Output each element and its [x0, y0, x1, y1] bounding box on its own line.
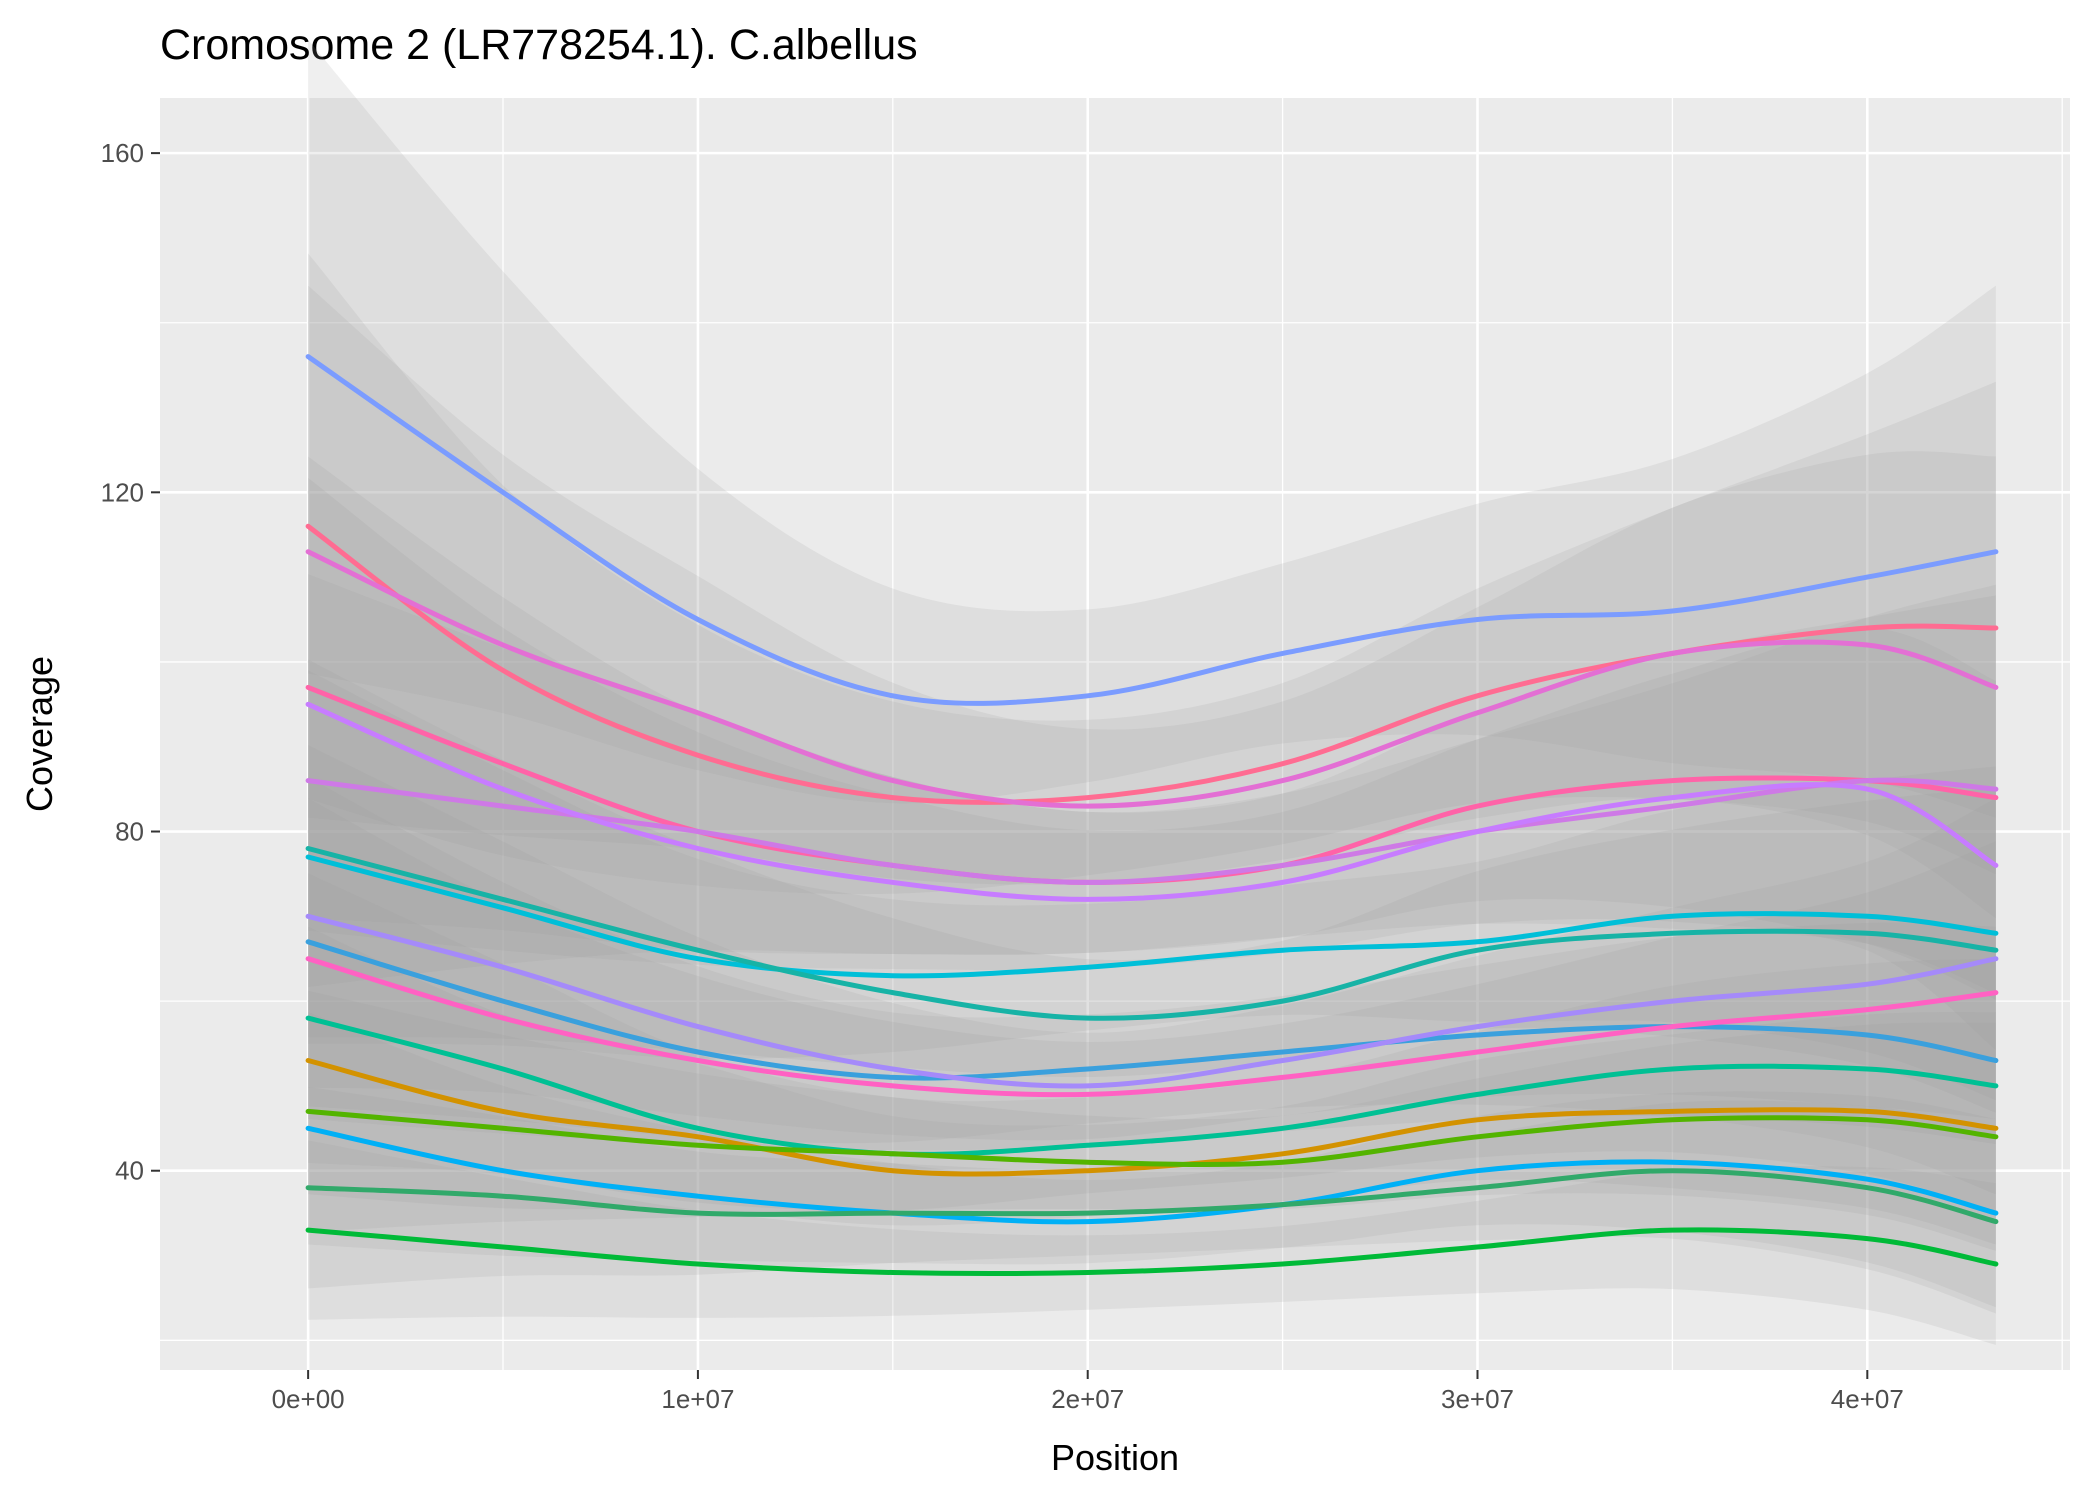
series-line: [305, 1015, 1999, 1157]
chart-title: Cromosome 2 (LR778254.1). C.albellus: [160, 21, 918, 69]
confidence-band: [308, 659, 1996, 1113]
confidence-band: [308, 574, 1996, 994]
major-gridlines: [160, 98, 2070, 1370]
confidence-band: [308, 253, 1996, 895]
confidence-band: [308, 1086, 1996, 1314]
y-tick-label: 160: [101, 138, 144, 168]
confidence-band: [308, 745, 1996, 1141]
series-line: [305, 1058, 1999, 1177]
x-tick-label: 3e+07: [1441, 1384, 1514, 1414]
confidence-band: [308, 990, 1996, 1251]
y-tick-label: 80: [115, 817, 144, 847]
plot-panel: [160, 98, 2070, 1370]
confidence-band: [308, 798, 1996, 1151]
series-line: [305, 354, 1999, 706]
series-line: [305, 913, 1999, 1089]
y-tick-label: 40: [115, 1156, 144, 1186]
series-line: [305, 1125, 1999, 1225]
confidence-band: [308, 285, 1996, 919]
y-tick-label: 120: [101, 477, 144, 507]
confidence-band: [308, 670, 1996, 1101]
series-line: [305, 701, 1999, 902]
confidence-band: [308, 39, 1996, 818]
y-axis-title: Coverage: [19, 656, 60, 812]
series-line: [305, 1108, 1999, 1167]
x-tick-label: 1e+07: [661, 1384, 734, 1414]
series-line: [305, 1227, 1999, 1277]
series-line: [305, 549, 1999, 809]
axes: 0e+00 1e+07 2e+07 3e+07 4e+07 40 80 120 160: [101, 138, 1904, 1414]
series-line: [305, 846, 1999, 1021]
confidence-bands: [308, 39, 1996, 1345]
x-tick-label: 2e+07: [1051, 1384, 1124, 1414]
series-line: [305, 939, 1999, 1081]
series-lines: [305, 354, 1999, 1277]
minor-gridlines: [160, 98, 2070, 1370]
series-line: [305, 854, 1999, 979]
series-line: [305, 1168, 1999, 1225]
confidence-band: [308, 1140, 1996, 1345]
x-tick-label: 0e+00: [272, 1384, 345, 1414]
confidence-band: [308, 1012, 1996, 1308]
confidence-band: [308, 456, 1996, 1000]
confidence-band: [308, 777, 1996, 1195]
series-line: [305, 956, 1999, 1098]
confidence-band: [308, 477, 1996, 1050]
x-tick-label: 4e+07: [1831, 1384, 1904, 1414]
x-axis-title: Position: [1051, 1437, 1179, 1478]
